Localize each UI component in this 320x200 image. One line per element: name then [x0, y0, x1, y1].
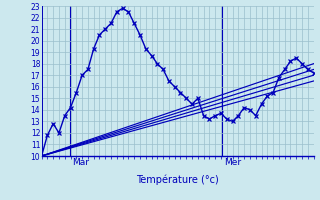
X-axis label: Température (°c): Température (°c)	[136, 175, 219, 185]
Text: Mar: Mar	[72, 158, 89, 167]
Text: Mer: Mer	[224, 158, 241, 167]
